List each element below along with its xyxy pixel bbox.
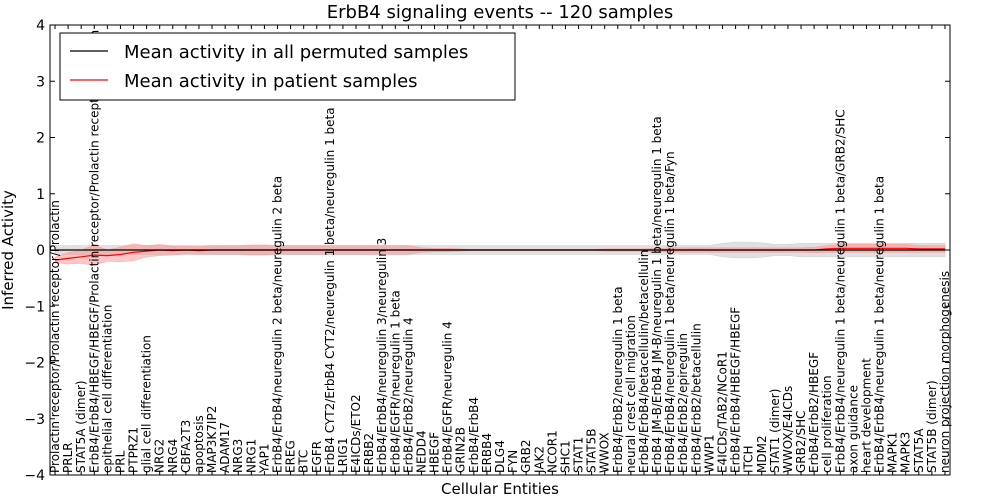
y-tick-label: 4: [36, 18, 45, 34]
category-label: neuron projection morphogenesis: [938, 271, 952, 473]
category-label: ErbB4/ErbB4/HBEGF/HBEGF: [729, 307, 743, 473]
y-tick-label: 2: [36, 131, 45, 147]
y-tick-label: 3: [36, 74, 45, 90]
legend-box: [59, 32, 516, 101]
category-label: ErbB4/ErbB4/HBEGF/HBEGF/Prolactin recept…: [87, 30, 101, 473]
category-label: STAT5B (dimer): [925, 380, 939, 473]
category-label: NRG4: [166, 439, 180, 473]
category-label: ErbB4/ErbB4/neuregulin 1 beta/neuregulin…: [663, 151, 677, 473]
category-label: ErbB4/EGFR/neuregulin 1 beta: [388, 290, 402, 473]
category-label: WWOX: [598, 432, 612, 473]
y-tick-label: −2: [24, 356, 45, 372]
category-label: ERBB2: [362, 433, 376, 473]
category-label: MAPK3: [899, 432, 913, 473]
category-label: HBEGF: [428, 432, 442, 473]
category-label: ErbB4/ErbB4/neuregulin 2 beta/neuregulin…: [271, 176, 285, 473]
y-tick-label: −1: [24, 299, 45, 315]
y-axis-label: Inferred Activity: [0, 190, 17, 310]
category-label: NEDD4: [415, 430, 429, 473]
category-label: heart development: [860, 358, 874, 473]
category-label: ErbB4/ErbB2/betacellulin: [689, 323, 703, 473]
category-label: ADAM17: [218, 422, 232, 473]
category-label: neural crest cell migration: [624, 315, 638, 473]
category-label: SHC1: [558, 440, 572, 473]
category-label: ErbB4/ErbB4/neuregulin 1 beta/neuregulin…: [833, 109, 847, 473]
category-label: MDM2: [755, 435, 769, 473]
category-label: E4ICDs/TAB2/NCoR1: [716, 351, 730, 473]
plot-area: [54, 241, 946, 266]
category-label: STAT5A: [912, 428, 926, 473]
category-label: STAT1: [572, 437, 586, 473]
category-label: GRIN2B: [454, 427, 468, 473]
category-label: ErbB4/ErbB4/neuregulin 3/neuregulin 3: [375, 238, 389, 473]
category-label: MAPK1: [886, 432, 900, 473]
category-label: GRB2: [519, 439, 533, 473]
category-label: apoptosis: [192, 415, 206, 473]
category-label: BTC: [297, 450, 311, 473]
y-tick-label: −4: [24, 468, 45, 484]
category-label: ITCH: [742, 445, 756, 473]
y-tick-label: 1: [36, 187, 45, 203]
category-label: JAK2: [532, 446, 546, 474]
category-label: ErbB4/ErbB2/neuregulin 4: [401, 317, 415, 473]
category-label: ErbB4/ErbB2/neuregulin 1 beta: [611, 286, 625, 473]
category-label: glial cell differentiation: [140, 335, 154, 473]
category-label: cell proliferation: [820, 375, 834, 473]
category-labels: Prolactin receptor/Prolactin receptor/Pr…: [48, 30, 952, 474]
category-label: E4ICDs/ETO2: [349, 394, 363, 473]
category-label: YAP1: [257, 444, 271, 474]
category-label: MAP3K7IP2: [205, 406, 219, 473]
category-label: ErbB4/EGFR/neuregulin 4: [441, 321, 455, 473]
y-tick-label: −3: [24, 412, 45, 428]
category-label: WWP1: [702, 434, 716, 473]
category-label: PTPRZ1: [127, 427, 141, 473]
legend-label-permuted: Mean activity in all permuted samples: [124, 42, 468, 63]
category-label: PRLR: [61, 442, 75, 473]
category-label: ErbB4/ErbB4/betacellulin/betacellulin: [637, 250, 651, 473]
category-label: EREG: [284, 440, 298, 473]
category-label: axon guidance: [846, 385, 860, 473]
axis-ticks: −4 −3 −2 −1 0 1 2 3 4: [24, 18, 950, 484]
legend-label-patient: Mean activity in patient samples: [124, 71, 418, 92]
legend: Mean activity in all permuted samples Me…: [59, 32, 516, 101]
category-label: ErbB4/ErbB4: [467, 397, 481, 473]
category-label: ERBB4: [480, 433, 494, 473]
category-label: EGFR: [310, 441, 324, 473]
category-label: GRB2/SHC: [794, 410, 808, 473]
category-label: NRG2: [153, 439, 167, 473]
category-label: NRG3: [231, 439, 245, 473]
y-tick-label: 0: [36, 243, 45, 259]
patient-band: [54, 243, 946, 266]
category-label: FYN: [506, 450, 520, 473]
category-label: ErbB4 JM-B/ErbB4 JM-B/neuregulin 1 beta/…: [650, 116, 664, 473]
category-label: ErbB4 CYT2/ErbB4 CYT2/neuregulin 1 beta/…: [323, 107, 337, 473]
category-label: STAT5B: [585, 429, 599, 474]
category-label: NCOR1: [545, 430, 559, 473]
category-label: NRG1: [244, 439, 258, 473]
category-label: Prolactin receptor/Prolactin receptor/Pr…: [48, 200, 62, 473]
category-label: ErbB4/ErbB2/HBEGF: [807, 352, 821, 473]
category-label: PRL: [113, 450, 127, 473]
category-label: ErbB4/ErbB2/epiregulin: [676, 333, 690, 473]
category-label: STAT5A (dimer): [74, 380, 88, 473]
x-axis-label: Cellular Entities: [441, 480, 559, 498]
chart-title: ErbB4 signaling events -- 120 samples: [327, 2, 674, 23]
category-label: epithelial cell differentiation: [100, 305, 114, 473]
category-label: DLG4: [493, 440, 507, 473]
category-label: CBFA2T3: [179, 420, 193, 473]
category-label: LRIG1: [336, 438, 350, 474]
category-label: WWOX/E4ICDs: [781, 386, 795, 473]
category-label: ErbB4/ErbB4/neuregulin 1 beta/neuregulin…: [873, 176, 887, 473]
category-label: STAT1 (dimer): [768, 389, 782, 473]
